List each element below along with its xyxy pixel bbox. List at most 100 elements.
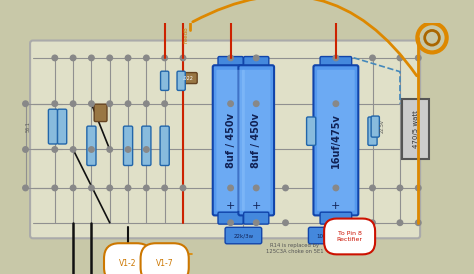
Circle shape	[228, 101, 233, 107]
Circle shape	[144, 55, 149, 61]
Text: FeedB: FeedB	[184, 26, 189, 43]
FancyBboxPatch shape	[142, 126, 151, 165]
Circle shape	[144, 101, 149, 107]
Text: +: +	[226, 201, 235, 211]
Circle shape	[107, 55, 112, 61]
Circle shape	[254, 55, 259, 61]
Text: V1-2: V1-2	[119, 258, 137, 267]
Circle shape	[370, 185, 375, 191]
Circle shape	[23, 147, 28, 152]
FancyBboxPatch shape	[371, 116, 379, 137]
FancyBboxPatch shape	[307, 117, 316, 145]
Circle shape	[397, 55, 403, 61]
FancyBboxPatch shape	[57, 109, 67, 144]
Circle shape	[162, 55, 167, 61]
Text: +: +	[331, 201, 341, 211]
FancyBboxPatch shape	[225, 227, 262, 244]
FancyBboxPatch shape	[178, 73, 197, 84]
Circle shape	[107, 185, 112, 191]
Circle shape	[180, 185, 186, 191]
Circle shape	[397, 185, 403, 191]
Circle shape	[416, 185, 421, 191]
Text: +: +	[252, 201, 261, 211]
Text: 8uf / 450v: 8uf / 450v	[226, 113, 236, 168]
Circle shape	[125, 185, 131, 191]
Circle shape	[52, 55, 57, 61]
Text: 8uf / 450v: 8uf / 450v	[251, 113, 261, 168]
Circle shape	[70, 101, 76, 107]
FancyBboxPatch shape	[313, 65, 358, 215]
Circle shape	[70, 147, 76, 152]
Text: 470/5 watt: 470/5 watt	[412, 110, 419, 148]
FancyBboxPatch shape	[242, 70, 271, 211]
Circle shape	[125, 55, 131, 61]
Circle shape	[333, 55, 338, 61]
Circle shape	[89, 55, 94, 61]
Circle shape	[397, 220, 403, 226]
Circle shape	[228, 185, 233, 191]
FancyBboxPatch shape	[213, 65, 248, 215]
Circle shape	[416, 55, 421, 61]
FancyBboxPatch shape	[94, 104, 107, 122]
Text: To Pin 8
Rectifier: To Pin 8 Rectifier	[337, 231, 363, 242]
Circle shape	[254, 101, 259, 107]
Circle shape	[52, 101, 57, 107]
Circle shape	[283, 185, 288, 191]
Circle shape	[70, 55, 76, 61]
FancyBboxPatch shape	[48, 109, 57, 144]
Circle shape	[370, 220, 375, 226]
FancyBboxPatch shape	[218, 56, 243, 68]
Circle shape	[254, 220, 259, 226]
Circle shape	[70, 185, 76, 191]
Text: 22.5v: 22.5v	[380, 120, 385, 133]
Text: .022: .022	[182, 76, 193, 81]
Circle shape	[52, 147, 57, 152]
Circle shape	[125, 147, 131, 152]
FancyBboxPatch shape	[177, 71, 185, 90]
FancyBboxPatch shape	[218, 212, 243, 224]
Text: 22k/3w: 22k/3w	[233, 233, 254, 238]
Circle shape	[333, 185, 338, 191]
Circle shape	[52, 185, 57, 191]
Text: 16uf/475v: 16uf/475v	[331, 113, 341, 168]
Circle shape	[23, 185, 28, 191]
Circle shape	[107, 101, 112, 107]
FancyBboxPatch shape	[320, 212, 352, 224]
Text: R14 is replaced by
125C3A choke on 5E1: R14 is replaced by 125C3A choke on 5E1	[266, 243, 323, 254]
Text: V1-7: V1-7	[156, 258, 173, 267]
Circle shape	[162, 101, 167, 107]
Circle shape	[180, 55, 186, 61]
Circle shape	[125, 101, 131, 107]
Circle shape	[333, 220, 338, 226]
Circle shape	[89, 185, 94, 191]
FancyBboxPatch shape	[244, 56, 269, 68]
Circle shape	[228, 55, 233, 61]
Circle shape	[162, 185, 167, 191]
FancyBboxPatch shape	[160, 126, 169, 165]
FancyBboxPatch shape	[244, 212, 269, 224]
Text: 10k/3w: 10k/3w	[317, 233, 337, 238]
FancyBboxPatch shape	[123, 126, 133, 165]
Circle shape	[283, 220, 288, 226]
Circle shape	[228, 220, 233, 226]
Circle shape	[23, 101, 28, 107]
Circle shape	[254, 185, 259, 191]
FancyBboxPatch shape	[317, 70, 355, 211]
FancyBboxPatch shape	[161, 71, 169, 90]
Circle shape	[89, 147, 94, 152]
Circle shape	[416, 220, 421, 226]
Circle shape	[144, 147, 149, 152]
FancyBboxPatch shape	[368, 117, 377, 145]
FancyBboxPatch shape	[87, 126, 96, 165]
FancyBboxPatch shape	[217, 70, 245, 211]
Circle shape	[144, 185, 149, 191]
Circle shape	[333, 101, 338, 107]
Bar	[402, 99, 429, 159]
Text: 56.1: 56.1	[26, 121, 31, 132]
FancyBboxPatch shape	[320, 56, 352, 68]
FancyBboxPatch shape	[238, 65, 274, 215]
Circle shape	[107, 147, 112, 152]
Circle shape	[370, 55, 375, 61]
FancyBboxPatch shape	[30, 41, 420, 238]
Circle shape	[89, 101, 94, 107]
